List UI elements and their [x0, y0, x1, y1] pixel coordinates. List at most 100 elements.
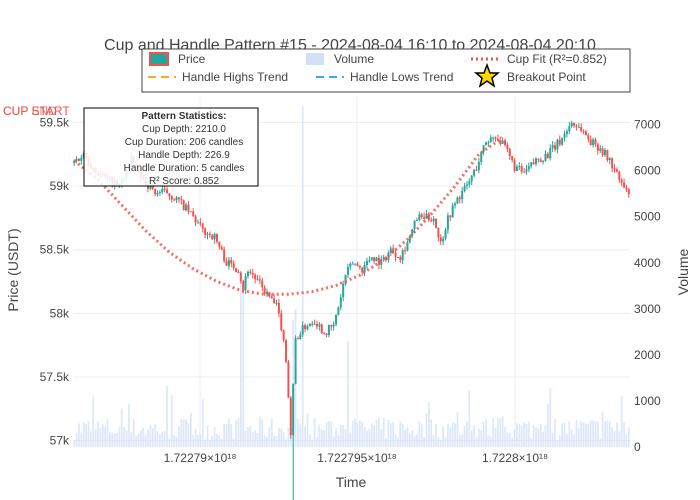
candle-body — [623, 182, 626, 188]
volume-bar — [511, 437, 514, 447]
volume-bar — [368, 428, 371, 447]
candle-body — [335, 314, 338, 325]
legend: Price Volume Cup Fit (R²=0.852) Handle H… — [141, 48, 631, 93]
volume-bar — [606, 420, 609, 447]
candle — [389, 246, 392, 256]
candle-body — [606, 150, 609, 161]
volume-bar — [323, 430, 326, 447]
candle — [482, 145, 485, 156]
volume-bar — [432, 435, 435, 447]
volume-bar — [182, 419, 185, 447]
volume-bar — [244, 430, 247, 447]
candle — [313, 319, 316, 325]
volume-bar — [525, 423, 528, 447]
candle — [177, 197, 180, 203]
candle — [439, 234, 442, 246]
volume-bar — [304, 426, 306, 447]
candle — [399, 255, 402, 264]
candle-body — [627, 189, 630, 195]
candle — [335, 314, 338, 327]
x-tick-label: 1.722795×10¹⁸ — [317, 451, 396, 465]
volume-bar — [199, 434, 202, 447]
candle — [292, 383, 295, 500]
candle-body — [454, 203, 457, 206]
y2-axis-ticks: 0 1000 2000 3000 4000 5000 6000 7000 — [634, 118, 661, 454]
volume-bar — [366, 430, 368, 447]
candle — [411, 228, 414, 239]
volume-bar — [120, 408, 123, 447]
candle — [251, 268, 254, 279]
candle — [594, 137, 597, 147]
volume-bar — [535, 427, 537, 447]
candle-body — [204, 228, 207, 235]
volume-bar — [375, 419, 378, 447]
volume-bar — [99, 428, 102, 447]
candle-body — [396, 257, 399, 259]
volume-bar — [156, 430, 159, 447]
candle — [599, 145, 602, 153]
candle — [408, 235, 411, 244]
volume-bar — [582, 422, 585, 447]
volume-bar — [287, 427, 290, 447]
volume-bar — [189, 412, 192, 447]
pattern-stats-box: Pattern Statistics: Cup Depth: 2210.0 Cu… — [83, 107, 259, 187]
volume-bar — [423, 437, 425, 447]
candle — [220, 245, 223, 251]
candle — [527, 162, 530, 173]
legend-item-price[interactable]: Price — [149, 52, 206, 66]
legend-item-handle-lows[interactable]: Handle Lows Trend — [316, 70, 453, 84]
candle-body — [249, 271, 252, 273]
candle-body — [251, 272, 254, 275]
candle-body — [442, 238, 445, 242]
candle — [442, 236, 445, 246]
volume-bar — [327, 420, 330, 447]
volume-bar — [192, 434, 195, 447]
candle — [615, 167, 618, 173]
legend-item-breakout[interactable]: Breakout Point — [473, 62, 586, 88]
candle — [287, 359, 290, 398]
candle — [446, 212, 449, 234]
candle-body — [615, 169, 618, 172]
volume-bar — [449, 427, 452, 447]
volume-bar — [270, 418, 273, 447]
volume-bar — [128, 404, 130, 447]
volume-bar — [504, 427, 506, 447]
candle-body — [254, 274, 257, 280]
volume-bar — [585, 424, 587, 447]
legend-item-cup-fit[interactable]: Cup Fit (R²=0.852) — [471, 52, 607, 66]
volume-bar — [337, 435, 340, 447]
volume-bar — [285, 439, 287, 447]
volume-bar — [273, 435, 276, 447]
candle — [435, 218, 438, 229]
candle-body — [596, 144, 599, 151]
candle-body — [385, 257, 388, 260]
candle — [213, 232, 216, 244]
candle-body — [304, 325, 307, 330]
candle — [370, 257, 373, 261]
candle — [556, 138, 559, 154]
candle — [320, 323, 323, 334]
candle — [420, 212, 423, 220]
candle-body — [163, 188, 166, 190]
y2-tick-label: 7000 — [634, 118, 661, 132]
volume-bar — [627, 427, 630, 447]
candle — [273, 294, 276, 304]
candle — [289, 395, 292, 439]
candle-body — [468, 181, 471, 185]
candle — [346, 263, 349, 279]
volume-bar — [268, 427, 271, 447]
legend-item-volume[interactable]: Volume — [306, 52, 374, 66]
volume-bar — [413, 435, 416, 447]
legend-item-handle-highs[interactable]: Handle Highs Trend — [148, 70, 288, 84]
candle-body — [620, 179, 623, 183]
candle — [418, 211, 421, 222]
volume-bar — [282, 431, 285, 447]
candle-body — [508, 149, 511, 156]
candle-body — [80, 157, 83, 161]
y2-tick-label: 5000 — [634, 210, 661, 224]
candle — [451, 202, 454, 218]
candle — [204, 227, 207, 239]
volume-bar — [556, 439, 559, 447]
candle-body — [446, 215, 449, 230]
volume-bar — [566, 434, 568, 447]
